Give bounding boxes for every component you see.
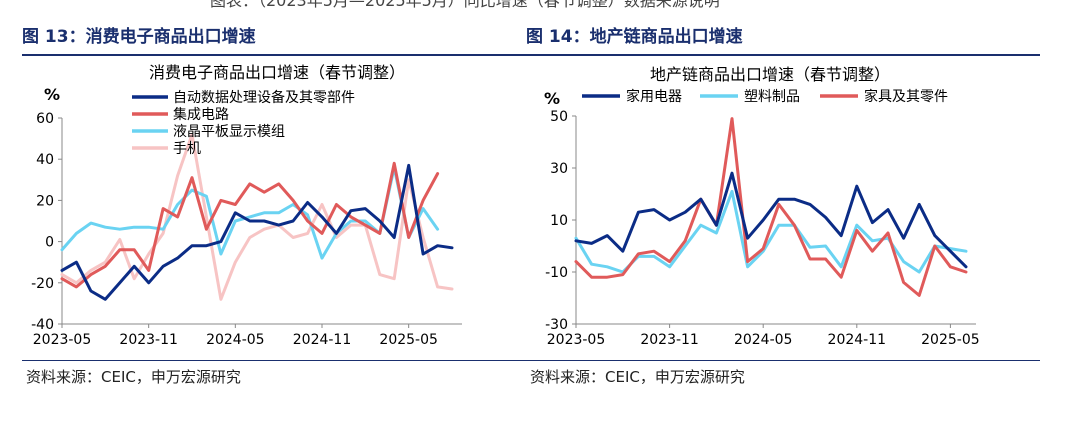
header-cut-text: 图表：（2023年5月—2025年5月）同比增速（春节调整）数据来源说明	[210, 0, 720, 10]
figure-13-source: 资料来源：CEIC，申万宏源研究	[26, 368, 241, 386]
x-tick-label: 2023-05	[547, 332, 606, 348]
figure-14-source: 资料来源：CEIC，申万宏源研究	[530, 368, 745, 386]
y-tick-label: -10	[545, 265, 568, 281]
y-tick-label: 20	[36, 193, 54, 209]
x-tick-label: 2024-11	[293, 332, 352, 348]
legend-label: 集成电路	[173, 106, 229, 123]
y-tick-label: 50	[550, 109, 568, 125]
y-tick-label: 40	[36, 152, 54, 168]
y-unit-label: %	[544, 89, 560, 108]
x-tick-label: 2023-11	[640, 332, 699, 348]
series-line-0	[60, 163, 454, 301]
x-tick-label: 2023-11	[119, 332, 178, 348]
figure-13-chart: 消费电子商品出口增速（春节调整）% -40 -20 0 20 40 60 2023-05 202…	[31, 63, 462, 348]
x-tick-label: 2024-05	[206, 332, 265, 348]
y-tick-label: -20	[31, 276, 54, 292]
figure-14-bottom-rule	[526, 360, 1040, 361]
chart-title: 地产链商品出口增速（春节调整）	[650, 65, 890, 84]
series-line-2	[574, 117, 968, 297]
y-tick-label: 10	[550, 213, 568, 229]
legend-label: 家用电器	[626, 88, 682, 105]
figure-13-title: 图 13：消费电子商品出口增速	[22, 27, 256, 47]
series-line-1	[60, 161, 440, 289]
x-tick-label: 2025-05	[379, 332, 438, 348]
x-tick-label: 2024-05	[734, 332, 793, 348]
figure-14-top-rule	[526, 54, 1040, 56]
y-tick-label: 60	[36, 111, 54, 127]
legend-label: 手机	[173, 141, 201, 157]
y-tick-label: -30	[545, 317, 568, 333]
x-tick-label: 2025-05	[921, 332, 980, 348]
figure-14-title: 图 14：地产链商品出口增速	[526, 27, 743, 47]
y-unit-label: %	[44, 85, 60, 104]
figure-13-top-rule	[22, 54, 536, 56]
figure-14-chart: 地产链商品出口增速（春节调整）% -30 -10 10 30 50 2023-05 2023-…	[544, 65, 980, 348]
x-tick-label: 2023-05	[33, 332, 92, 348]
legend-label: 液晶平板显示模组	[173, 124, 285, 140]
series-line-3	[60, 133, 454, 301]
x-tick-label: 2024-11	[828, 332, 887, 348]
figure-13-panel: 图 13：消费电子商品出口增速 消费电子商品出口增速（春节调整）% -40 -20 0…	[22, 0, 536, 424]
legend-label: 塑料制品	[744, 89, 800, 105]
legend-label: 自动数据处理设备及其零部件	[173, 89, 355, 106]
y-tick-label: 0	[45, 235, 54, 251]
figure-14-panel: 图 14：地产链商品出口增速 地产链商品出口增速（春节调整）% -30 -10 10 3…	[526, 0, 1040, 424]
legend-label: 家具及其零件	[864, 88, 948, 105]
series-line-1	[574, 189, 968, 274]
series-line-0	[574, 171, 968, 269]
figure-13-bottom-rule	[22, 360, 536, 361]
chart-title: 消费电子商品出口增速（春节调整）	[149, 63, 405, 82]
y-tick-label: -40	[31, 317, 54, 333]
y-tick-label: 30	[550, 161, 568, 177]
